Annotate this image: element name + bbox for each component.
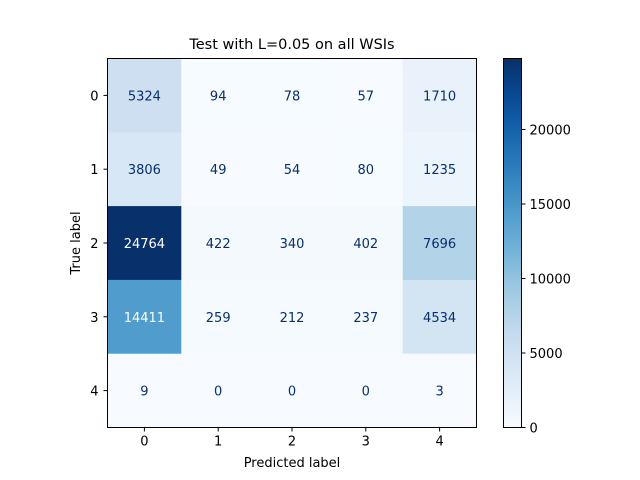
y-axis-label: True label [69,211,84,275]
cell-value-label: 3806 [128,163,161,178]
cell-value-label: 14411 [124,311,165,326]
cell-value-label: 9 [140,385,148,400]
y-tick-label: 1 [90,163,98,178]
heatmap-cell [328,206,404,281]
y-axis-ticks: 0 1 2 3 4 [90,89,108,400]
cell-value-label: 80 [358,163,375,178]
colorbar-tick-label: 15000 [530,198,571,213]
chart-title: Test with L=0.05 on all WSIs [188,37,394,53]
cell-value-label: 1710 [423,89,456,104]
cell-value-label: 5324 [128,89,161,104]
cell-value-label: 237 [353,311,378,326]
x-tick-label: 4 [435,435,443,450]
cell-value-label: 7696 [423,237,456,252]
colorbar-tick-label: 0 [530,422,538,437]
cell-value-label: 0 [288,385,296,400]
heatmap-cell [107,132,182,207]
cell-value-label: 0 [214,385,222,400]
cell-value-label: 54 [284,163,301,178]
heatmap-cell [107,58,182,133]
heatmap-cell [255,58,330,133]
heatmap-cell [402,132,477,207]
x-tick-label: 1 [214,435,222,450]
x-tick-label: 2 [288,435,296,450]
cell-value-label: 57 [358,89,375,104]
y-tick-label: 4 [90,385,98,400]
heatmap-cell [181,58,256,133]
heatmap-cell [328,58,404,133]
y-tick-label: 2 [90,237,98,252]
colorbar-ticks: 0 5000 10000 15000 20000 [521,123,571,437]
cell-value-label: 340 [280,237,305,252]
y-tick-label: 3 [90,311,98,326]
cell-value-label: 212 [280,311,305,326]
colorbar-tick-label: 10000 [530,272,571,287]
cell-value-label: 259 [206,311,231,326]
colorbar-tick-label: 5000 [530,347,563,362]
cell-value-label: 94 [210,89,227,104]
cell-value-label: 4534 [423,311,456,326]
heatmap-cell [255,279,330,355]
cell-value-label: 24764 [124,237,165,252]
cell-value-label: 78 [284,89,301,104]
x-axis-ticks: 0 1 2 3 4 [140,427,444,450]
cell-value-label: 402 [353,237,378,252]
heatmap-cell [107,206,182,281]
cell-value-label: 422 [206,237,231,252]
colorbar [503,58,522,428]
heatmap-cell [402,279,477,355]
heatmap-cell [328,353,404,428]
heatmap-cell [107,279,182,355]
heatmap-cell [402,58,477,133]
heatmap-cell [255,353,330,428]
heatmap-cell [181,279,256,355]
heatmap-cell [402,206,477,281]
heatmap-cell [107,353,182,428]
x-tick-label: 3 [362,435,370,450]
cell-value-label: 49 [210,163,227,178]
y-tick-label: 0 [90,89,98,104]
cell-value-label: 3 [435,385,443,400]
heatmap-cell [181,132,256,207]
cell-value-label: 1235 [423,163,456,178]
heatmap-cell-labels: 5324 94 78 57 1710 3806 49 54 80 1235 24764 422 340 4… [124,89,456,399]
heatmap-cell [328,132,404,207]
heatmap-cells [107,58,477,428]
heatmap-cell [255,132,330,207]
heatmap-cell [328,279,404,355]
heatmap-cell [402,353,477,428]
heatmap-cell [181,353,256,428]
heatmap-cell [255,206,330,281]
colorbar-tick-label: 20000 [530,123,571,138]
x-axis-label: Predicted label [244,456,341,471]
x-tick-label: 0 [140,435,148,450]
heatmap-cell [181,206,256,281]
cell-value-label: 0 [362,385,370,400]
